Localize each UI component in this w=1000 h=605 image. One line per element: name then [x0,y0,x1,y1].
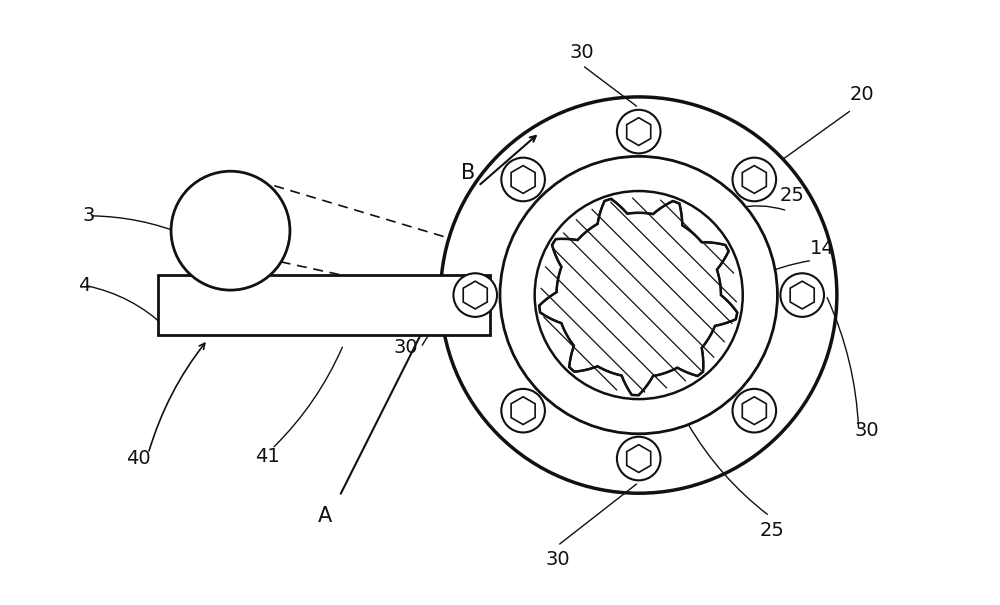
Polygon shape [627,118,651,145]
Text: 3: 3 [83,206,95,225]
Circle shape [780,273,824,317]
Circle shape [617,437,661,480]
Text: 30: 30 [394,338,418,357]
Polygon shape [742,397,766,425]
Circle shape [501,389,545,433]
Text: 40: 40 [126,449,151,468]
Text: 30: 30 [545,550,570,569]
Polygon shape [539,199,737,395]
Circle shape [453,273,497,317]
Polygon shape [511,397,535,425]
Circle shape [500,156,777,434]
Text: 4: 4 [78,276,90,295]
Circle shape [171,171,290,290]
Circle shape [441,97,837,493]
Polygon shape [158,275,490,335]
Circle shape [535,191,743,399]
Text: 30: 30 [854,421,879,440]
Circle shape [617,110,661,154]
Text: 20: 20 [849,85,874,105]
Circle shape [733,158,776,201]
Polygon shape [511,166,535,194]
Polygon shape [742,166,766,194]
Text: 30: 30 [570,43,595,62]
Text: 25: 25 [780,186,805,206]
Text: 25: 25 [760,522,785,540]
Circle shape [501,158,545,201]
Text: B: B [461,163,475,183]
Text: 41: 41 [255,447,280,466]
Polygon shape [627,445,651,473]
Text: A: A [318,506,332,526]
Polygon shape [463,281,487,309]
Text: 14: 14 [810,239,834,258]
Polygon shape [790,281,814,309]
Circle shape [733,389,776,433]
